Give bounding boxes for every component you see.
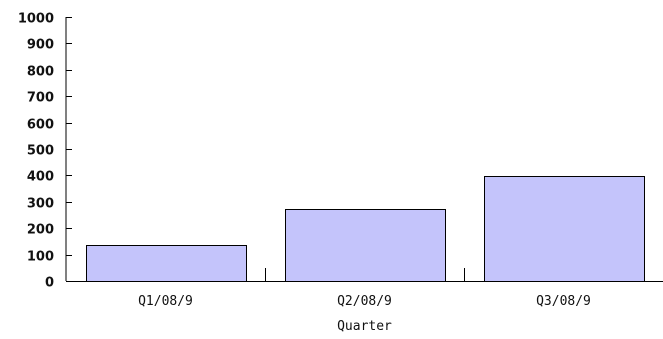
x-axis-title: Quarter <box>337 319 392 334</box>
bar-3 <box>484 176 645 282</box>
x-category-label: Q2/08/9 <box>337 294 392 309</box>
category-labels: Q1/08/9 Q2/08/9 Q3/08/9 <box>138 294 591 309</box>
bar-1 <box>86 245 247 282</box>
bar-2 <box>285 209 446 282</box>
y-tick-label: 900 <box>27 38 54 53</box>
bars <box>86 176 645 282</box>
y-tick-label: 300 <box>27 197 54 212</box>
y-tick-label: 500 <box>27 144 54 159</box>
y-tick-label: 100 <box>27 250 54 265</box>
x-category-label: Q1/08/9 <box>138 294 193 309</box>
y-tick-label: 200 <box>27 223 54 238</box>
y-tick-label: 0 <box>45 276 54 291</box>
y-tick-label: 600 <box>27 118 54 133</box>
y-tick-label: 800 <box>27 65 54 80</box>
y-tick-label: 400 <box>27 170 54 185</box>
y-tick-label: 700 <box>27 91 54 106</box>
x-category-label: Q3/08/9 <box>536 294 591 309</box>
y-axis: 0 100 200 300 400 500 600 700 800 900 1000 <box>18 12 72 291</box>
y-tick-label: 1000 <box>18 12 54 27</box>
